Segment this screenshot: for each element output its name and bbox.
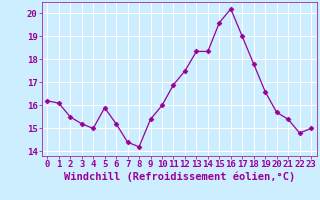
X-axis label: Windchill (Refroidissement éolien,°C): Windchill (Refroidissement éolien,°C) — [64, 172, 295, 182]
